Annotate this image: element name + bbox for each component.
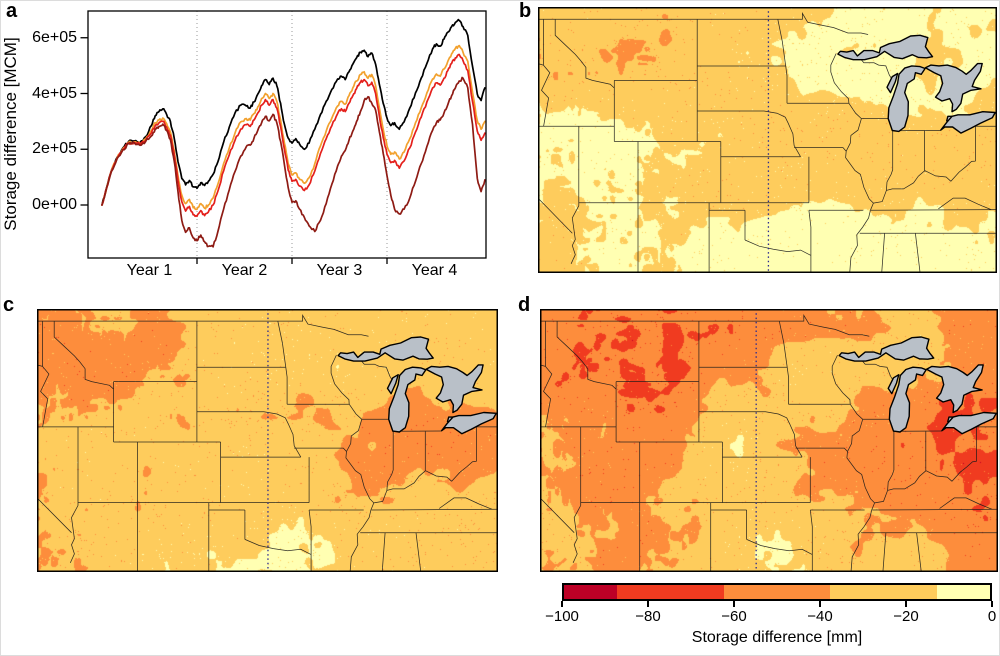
great-lake: [837, 34, 934, 61]
x-tick-label: Year 2: [221, 262, 268, 279]
y-tick-label: 0e+00: [32, 196, 77, 213]
colorbar-segment: [830, 585, 937, 599]
colorbar-tick-label: −20: [893, 608, 919, 625]
colorbar: −100 −80 −60 −40 −20 0 Storage differenc…: [545, 583, 996, 655]
great-lake: [940, 111, 996, 134]
line-series-red: [101, 53, 486, 218]
great-lake: [887, 374, 900, 395]
colorbar-tick-mark: [647, 601, 649, 607]
line-chart-svg: [80, 10, 487, 264]
great-lake: [388, 366, 427, 433]
great-lake: [425, 364, 484, 414]
great-lake: [888, 366, 927, 433]
colorbar-tick-mark: [733, 601, 735, 607]
panel-label-d: d: [518, 294, 531, 316]
great-lake: [941, 411, 997, 435]
colorbar-tick-mark: [819, 601, 821, 607]
x-tick-label: Year 4: [411, 262, 458, 279]
colorbar-tick-label: −40: [807, 608, 833, 625]
panel-label-a: a: [6, 0, 18, 22]
great-lake: [925, 364, 984, 414]
line-series-darkred: [101, 76, 486, 248]
colorbar-tick-mark: [905, 601, 907, 607]
map-panel-b: [538, 7, 997, 273]
great-lake: [440, 411, 497, 435]
great-lake: [887, 65, 926, 133]
colorbar-tick-mark: [561, 601, 563, 607]
colorbar-title: Storage difference [mm]: [691, 629, 863, 646]
colorbar-tick-label: 0: [987, 608, 997, 625]
great-lake: [924, 62, 983, 113]
colorbar-strip: [562, 583, 992, 601]
line-series-black: [101, 18, 486, 206]
colorbar-segment: [936, 585, 990, 599]
y-tick-label: 6e+05: [32, 28, 77, 46]
state-borders: [538, 12, 997, 273]
colorbar-segment: [723, 585, 831, 599]
y-tick-label: 4e+05: [32, 84, 77, 102]
colorbar-tick-label: −100: [545, 608, 579, 625]
line-series-orange: [101, 44, 486, 211]
map-frame: [540, 309, 998, 572]
colorbar-tick-label: −80: [635, 608, 661, 625]
map-overlay-d: [540, 309, 998, 572]
map-overlay-b: [538, 7, 997, 273]
x-tick-label: Year 3: [316, 262, 363, 279]
great-lake: [386, 374, 399, 395]
map-overlay-c: [37, 309, 498, 572]
panel-label-b: b: [519, 0, 532, 22]
colorbar-segment: [617, 585, 724, 599]
colorbar-tick-mark: [991, 601, 993, 607]
map-panel-c: [37, 309, 498, 572]
x-tick-label: Year 1: [126, 262, 173, 279]
y-tick-label: 2e+05: [32, 140, 77, 158]
state-borders: [37, 313, 498, 572]
great-lake: [886, 72, 899, 94]
map-panel-d: [540, 309, 998, 572]
great-lake: [838, 336, 935, 362]
great-lake: [337, 336, 434, 362]
line-chart-panel: Storage difference [MCM] 0e+00 2e+05 4e+…: [0, 0, 500, 290]
map-frame: [37, 309, 498, 572]
panel-label-c: c: [3, 294, 15, 316]
state-borders: [540, 313, 998, 572]
colorbar-tick-label: −60: [721, 608, 747, 625]
map-frame: [538, 7, 997, 273]
colorbar-segment: [564, 585, 618, 599]
chart-frame: [87, 10, 487, 259]
